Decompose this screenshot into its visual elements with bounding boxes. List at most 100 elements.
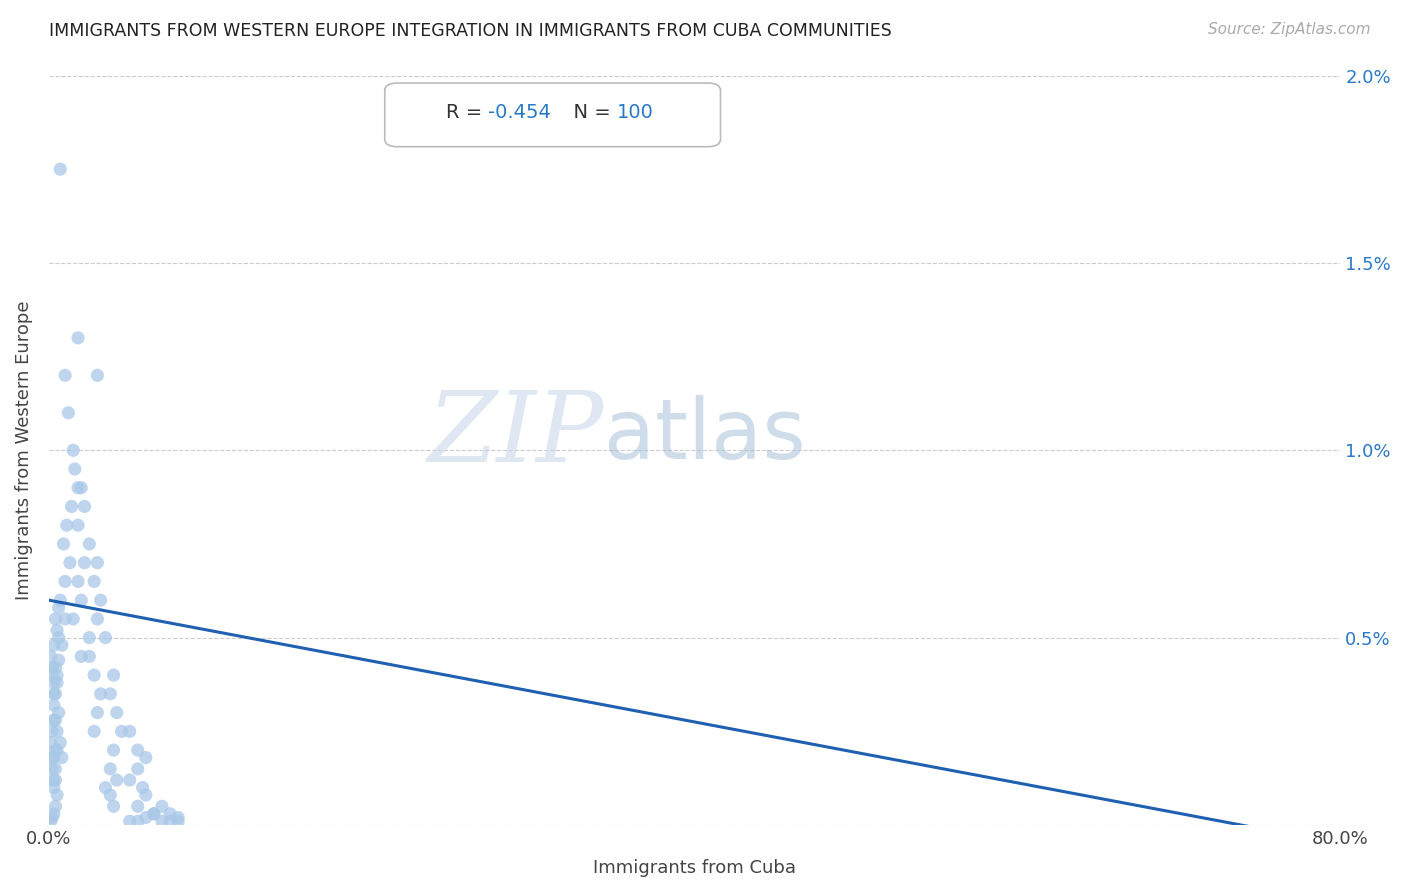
Point [70, 593, 93, 607]
Point [83, 574, 105, 589]
Point [94, 631, 117, 645]
Point [79, 649, 101, 664]
Point [66, 518, 89, 533]
Point [98, 687, 121, 701]
Point [167, 814, 190, 829]
Point [62, 443, 84, 458]
Point [62, 612, 84, 626]
Point [41, 762, 63, 776]
Point [159, 814, 181, 829]
Point [90, 687, 112, 701]
Point [42, 750, 65, 764]
Point [127, 814, 149, 829]
Text: R =: R = [446, 103, 488, 122]
Point [103, 668, 125, 682]
Point [48, 653, 70, 667]
Point [127, 743, 149, 757]
Point [142, 806, 165, 821]
Point [44, 660, 66, 674]
Point [86, 612, 108, 626]
Point [73, 500, 96, 514]
Point [70, 649, 93, 664]
Text: atlas: atlas [605, 395, 806, 475]
Point [118, 724, 141, 739]
Point [41, 668, 63, 682]
Point [60, 500, 83, 514]
Point [46, 724, 69, 739]
Point [118, 814, 141, 829]
Point [83, 724, 105, 739]
Point [46, 668, 69, 682]
Point [110, 724, 132, 739]
Text: ZIP: ZIP [427, 388, 605, 483]
Point [127, 762, 149, 776]
Point [42, 687, 65, 701]
Point [150, 799, 173, 814]
Point [39, 735, 62, 749]
Point [118, 773, 141, 788]
Point [159, 806, 181, 821]
Point [41, 811, 63, 825]
Point [44, 799, 66, 814]
Point [135, 811, 157, 825]
Point [51, 750, 73, 764]
Point [46, 788, 69, 802]
Point [53, 612, 76, 626]
Point [42, 780, 65, 795]
Text: Source: ZipAtlas.com: Source: ZipAtlas.com [1208, 22, 1371, 37]
Point [135, 788, 157, 802]
Point [86, 368, 108, 383]
Point [98, 788, 121, 802]
FancyBboxPatch shape [385, 83, 720, 146]
Point [59, 556, 82, 570]
Point [83, 668, 105, 682]
Point [41, 660, 63, 674]
Point [167, 811, 190, 825]
Point [48, 600, 70, 615]
Point [41, 724, 63, 739]
Point [105, 773, 128, 788]
Point [44, 773, 66, 788]
Y-axis label: Immigrants from Western Europe: Immigrants from Western Europe [15, 301, 32, 600]
Point [46, 675, 69, 690]
Point [105, 706, 128, 720]
Point [39, 649, 62, 664]
Point [48, 631, 70, 645]
Point [44, 713, 66, 727]
Point [94, 780, 117, 795]
Point [86, 706, 108, 720]
Point [42, 675, 65, 690]
Point [79, 631, 101, 645]
Text: 100: 100 [617, 103, 654, 122]
Point [44, 687, 66, 701]
Point [49, 735, 72, 749]
Point [150, 814, 173, 829]
Point [90, 593, 112, 607]
Point [42, 638, 65, 652]
Point [41, 750, 63, 764]
Point [46, 743, 69, 757]
Point [46, 623, 69, 637]
Point [66, 481, 89, 495]
Text: N =: N = [561, 103, 617, 122]
Point [135, 750, 157, 764]
Point [131, 780, 153, 795]
Point [48, 706, 70, 720]
Point [42, 806, 65, 821]
Point [49, 162, 72, 177]
Point [39, 814, 62, 829]
Point [66, 574, 89, 589]
Point [86, 556, 108, 570]
Text: -0.454: -0.454 [488, 103, 551, 122]
Point [103, 743, 125, 757]
Point [51, 638, 73, 652]
Point [63, 462, 86, 476]
Point [52, 537, 75, 551]
Point [42, 713, 65, 727]
Point [142, 806, 165, 821]
Point [42, 698, 65, 712]
Point [53, 368, 76, 383]
Point [53, 574, 76, 589]
Point [127, 799, 149, 814]
X-axis label: Immigrants from Cuba: Immigrants from Cuba [593, 859, 796, 877]
